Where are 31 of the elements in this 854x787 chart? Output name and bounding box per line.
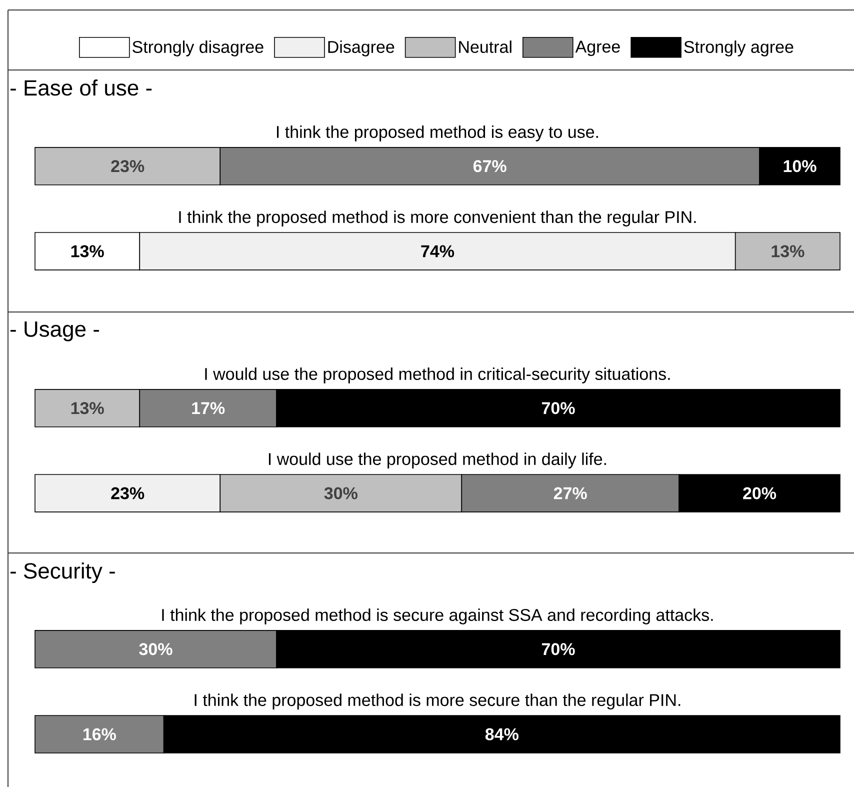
data-label: 67% <box>473 160 506 172</box>
data-label: 30% <box>324 487 358 500</box>
data-label: 70% <box>542 643 575 656</box>
data-label: 30% <box>139 643 172 656</box>
data-label: 23% <box>111 487 144 500</box>
category-label: I would use the proposed method in critical-security situations. <box>205 368 670 384</box>
chart-title: - Ease of use - <box>10 80 152 96</box>
data-label: 84% <box>485 728 518 740</box>
chart-title: - Security - <box>10 562 115 584</box>
data-label: 70% <box>542 402 575 414</box>
chart-title: - Usage - <box>10 322 100 342</box>
category-label: I think the proposed method is more secure than the regular PIN. <box>194 694 680 710</box>
category-label: I think the proposed method is secure against SSA and recording attacks. <box>162 608 713 624</box>
legend-label: Strongly disagree <box>132 40 264 56</box>
category-label: I think the proposed method is easy to use. <box>276 126 598 142</box>
data-label: 13% <box>772 245 804 258</box>
legend-label: Neutral <box>459 40 512 53</box>
legend-label: Disagree <box>328 40 394 56</box>
data-label: 16% <box>83 728 116 740</box>
legend-label: Agree <box>575 40 620 56</box>
data-label: 10% <box>784 160 816 172</box>
category-label: I would use the proposed method in daily life. <box>268 452 606 468</box>
data-label: 17% <box>192 402 225 414</box>
data-label: 74% <box>421 245 454 258</box>
data-label: 13% <box>71 402 104 414</box>
data-label: 13% <box>71 245 104 258</box>
data-label: 20% <box>743 487 776 500</box>
data-label: 27% <box>554 487 587 500</box>
category-label: I think the proposed method is more convenient than the regular PIN. <box>179 210 696 226</box>
data-label: 23% <box>111 160 144 172</box>
legend-label: Strongly agree <box>684 40 794 56</box>
